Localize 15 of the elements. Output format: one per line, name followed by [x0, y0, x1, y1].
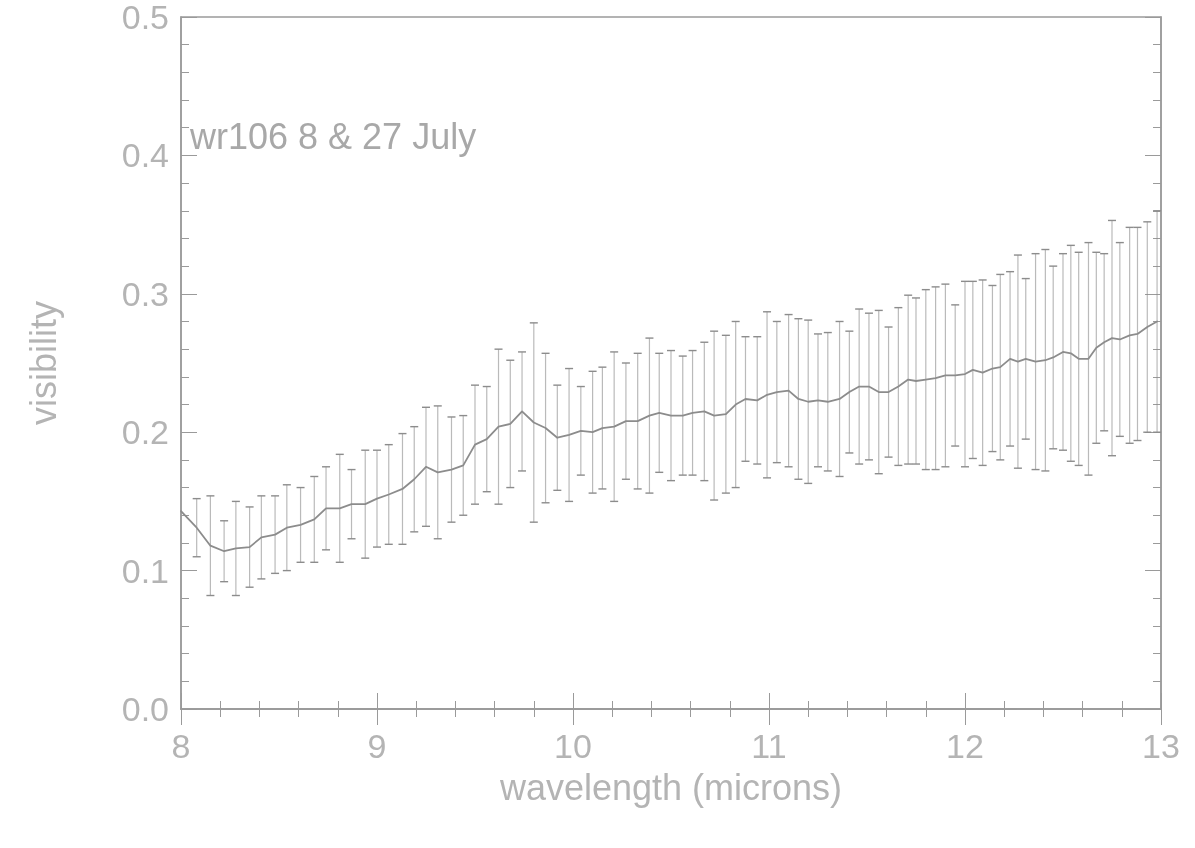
y-tick-label: 0.5 [121, 0, 169, 36]
y-tick-label: 0.1 [121, 551, 169, 590]
x-tick-label: 13 [1142, 727, 1180, 765]
x-axis-title: wavelength (microns) [498, 766, 843, 808]
y-axis-title: visibility [22, 300, 64, 426]
x-tick-label: 12 [946, 727, 984, 765]
y-tick-label: 0.2 [121, 413, 169, 452]
annotation: wr106 8 & 27 July [189, 115, 477, 157]
x-tick-label: 11 [751, 727, 787, 765]
x-tick-label: 10 [554, 727, 592, 765]
y-tick-label: 0.4 [121, 136, 169, 175]
y-tick-label: 0.0 [121, 690, 169, 728]
x-tick-label: 9 [367, 727, 387, 765]
x-tick-label: 8 [171, 727, 191, 765]
y-tick-label: 0.3 [121, 274, 169, 313]
